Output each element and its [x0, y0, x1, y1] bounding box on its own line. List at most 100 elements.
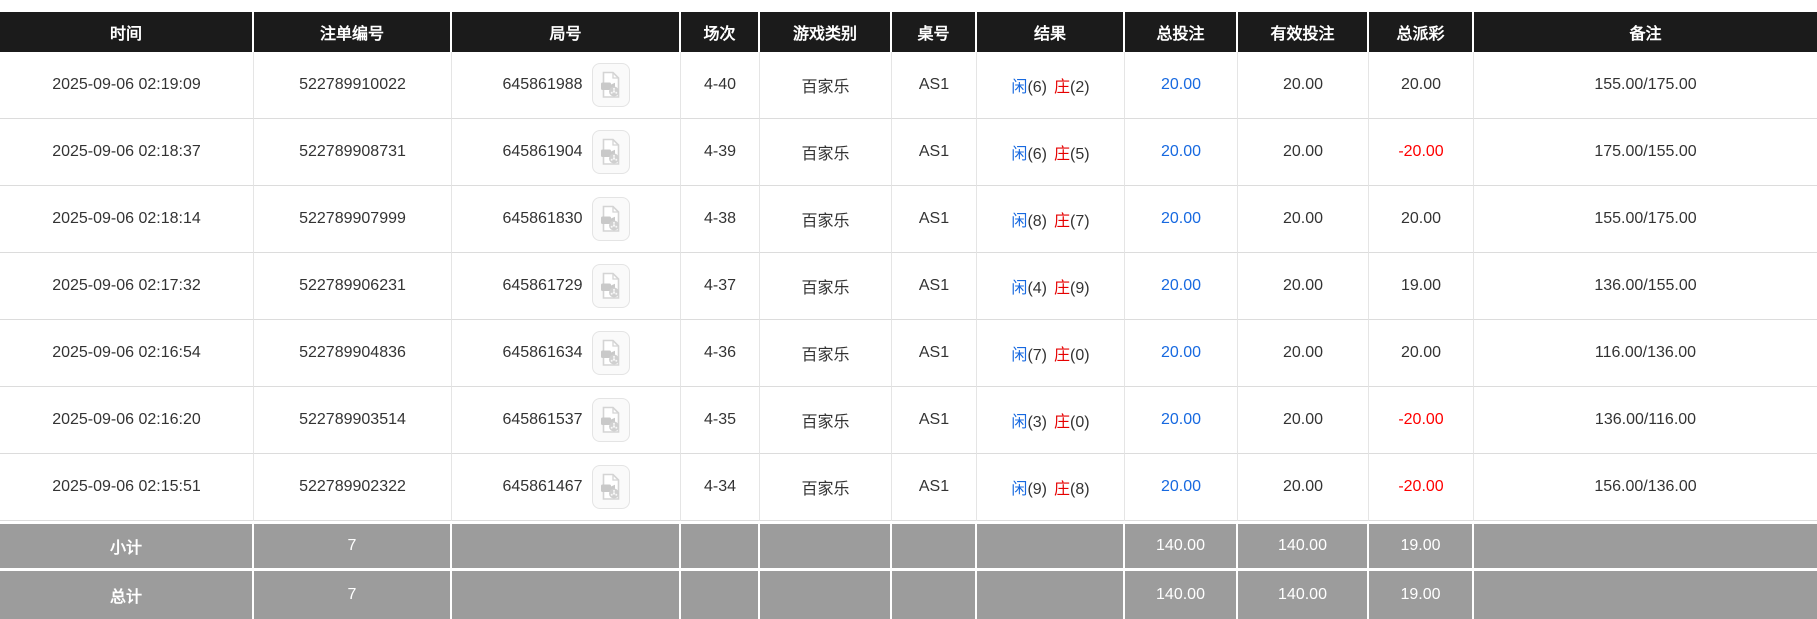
round-id: 645861634 [502, 344, 583, 361]
video-replay-button[interactable] [591, 130, 630, 174]
subtotal-remark [1474, 521, 1817, 568]
cell-session: 4-40 [681, 52, 760, 119]
cell-session: 4-35 [681, 387, 760, 454]
video-replay-button[interactable] [591, 197, 630, 241]
cell-valid-bet: 20.00 [1238, 454, 1369, 521]
table-row: 2025-09-06 02:19:09 522789910022 6458619… [0, 52, 1817, 119]
subtotal-total-bet: 140.00 [1125, 521, 1238, 568]
col-header-valid-bet: 有效投注 [1238, 12, 1369, 52]
cell-table-id: AS1 [892, 454, 977, 521]
banker-result-label: 庄 [1054, 146, 1071, 163]
cell-result: 闲(3) 庄(0) [977, 387, 1125, 454]
round-id: 645861467 [502, 478, 583, 495]
total-count: 7 [254, 568, 452, 619]
player-result-value: (7) [1027, 347, 1047, 364]
cell-payout: -20.00 [1369, 119, 1474, 186]
cell-total-bet[interactable]: 20.00 [1125, 253, 1238, 320]
cell-round-id: 645861634 [452, 320, 681, 387]
cell-game-type: 百家乐 [760, 253, 892, 320]
cell-remark: 136.00/116.00 [1474, 387, 1817, 454]
cell-table-id: AS1 [892, 387, 977, 454]
cell-round-id: 645861904 [452, 119, 681, 186]
banker-result-label: 庄 [1054, 414, 1071, 431]
video-replay-button[interactable] [591, 63, 630, 107]
player-result-value: (8) [1027, 213, 1047, 230]
table-body: 2025-09-06 02:19:09 522789910022 6458619… [0, 52, 1817, 521]
cell-total-bet[interactable]: 20.00 [1125, 320, 1238, 387]
subtotal-count: 7 [254, 521, 452, 568]
cell-game-type: 百家乐 [760, 320, 892, 387]
player-result-label: 闲 [1011, 347, 1028, 364]
cell-bet-id: 522789903514 [254, 387, 452, 454]
banker-result-value: (2) [1070, 79, 1090, 96]
cell-payout: 20.00 [1369, 186, 1474, 253]
table-row: 2025-09-06 02:16:20 522789903514 6458615… [0, 387, 1817, 454]
table-row: 2025-09-06 02:18:14 522789907999 6458618… [0, 186, 1817, 253]
total-empty-cell [681, 568, 760, 619]
cell-total-bet[interactable]: 20.00 [1125, 186, 1238, 253]
cell-game-type: 百家乐 [760, 52, 892, 119]
cell-round-id: 645861830 [452, 186, 681, 253]
video-replay-button[interactable] [591, 465, 630, 509]
col-header-bet-id: 注单编号 [254, 12, 452, 52]
subtotal-empty-cell [681, 521, 760, 568]
cell-payout: -20.00 [1369, 387, 1474, 454]
banker-result-value: (0) [1070, 347, 1090, 364]
col-header-result: 结果 [977, 12, 1125, 52]
subtotal-empty-cell [452, 521, 681, 568]
total-payout: 19.00 [1369, 568, 1474, 619]
video-file-icon [600, 339, 619, 366]
cell-game-type: 百家乐 [760, 454, 892, 521]
table-row: 2025-09-06 02:18:37 522789908731 6458619… [0, 119, 1817, 186]
banker-result-value: (9) [1070, 280, 1090, 297]
cell-total-bet[interactable]: 20.00 [1125, 52, 1238, 119]
cell-valid-bet: 20.00 [1238, 387, 1369, 454]
col-header-session: 场次 [681, 12, 760, 52]
cell-table-id: AS1 [892, 119, 977, 186]
cell-total-bet[interactable]: 20.00 [1125, 119, 1238, 186]
cell-time: 2025-09-06 02:17:32 [0, 253, 254, 320]
cell-result: 闲(7) 庄(0) [977, 320, 1125, 387]
banker-result-label: 庄 [1054, 213, 1071, 230]
cell-time: 2025-09-06 02:15:51 [0, 454, 254, 521]
cell-time: 2025-09-06 02:16:54 [0, 320, 254, 387]
player-result-label: 闲 [1011, 146, 1028, 163]
subtotal-empty-cell [760, 521, 892, 568]
player-result-label: 闲 [1011, 79, 1028, 96]
col-header-table-id: 桌号 [892, 12, 977, 52]
cell-remark: 175.00/155.00 [1474, 119, 1817, 186]
player-result-label: 闲 [1011, 213, 1028, 230]
round-id: 645861988 [502, 76, 583, 93]
cell-result: 闲(6) 庄(5) [977, 119, 1125, 186]
cell-valid-bet: 20.00 [1238, 52, 1369, 119]
video-replay-button[interactable] [591, 264, 630, 308]
cell-total-bet[interactable]: 20.00 [1125, 454, 1238, 521]
cell-time: 2025-09-06 02:18:37 [0, 119, 254, 186]
player-result-value: (6) [1027, 146, 1047, 163]
cell-time: 2025-09-06 02:19:09 [0, 52, 254, 119]
total-empty-cell [760, 568, 892, 619]
total-label: 总计 [0, 568, 254, 619]
table-row: 2025-09-06 02:16:54 522789904836 6458616… [0, 320, 1817, 387]
player-result-value: (3) [1027, 414, 1047, 431]
video-replay-button[interactable] [591, 398, 630, 442]
total-valid-bet: 140.00 [1238, 568, 1369, 619]
cell-bet-id: 522789910022 [254, 52, 452, 119]
banker-result-value: (5) [1070, 146, 1090, 163]
video-replay-button[interactable] [591, 331, 630, 375]
cell-session: 4-39 [681, 119, 760, 186]
banker-result-label: 庄 [1054, 280, 1071, 297]
round-id: 645861904 [502, 143, 583, 160]
cell-payout: 19.00 [1369, 253, 1474, 320]
cell-remark: 155.00/175.00 [1474, 186, 1817, 253]
cell-time: 2025-09-06 02:18:14 [0, 186, 254, 253]
cell-round-id: 645861537 [452, 387, 681, 454]
cell-remark: 156.00/136.00 [1474, 454, 1817, 521]
table-row: 2025-09-06 02:15:51 522789902322 6458614… [0, 454, 1817, 521]
cell-round-id: 645861729 [452, 253, 681, 320]
cell-game-type: 百家乐 [760, 387, 892, 454]
cell-table-id: AS1 [892, 253, 977, 320]
round-id: 645861729 [502, 277, 583, 294]
cell-total-bet[interactable]: 20.00 [1125, 387, 1238, 454]
total-row: 总计 7 140.00 140.00 19.00 [0, 568, 1817, 619]
